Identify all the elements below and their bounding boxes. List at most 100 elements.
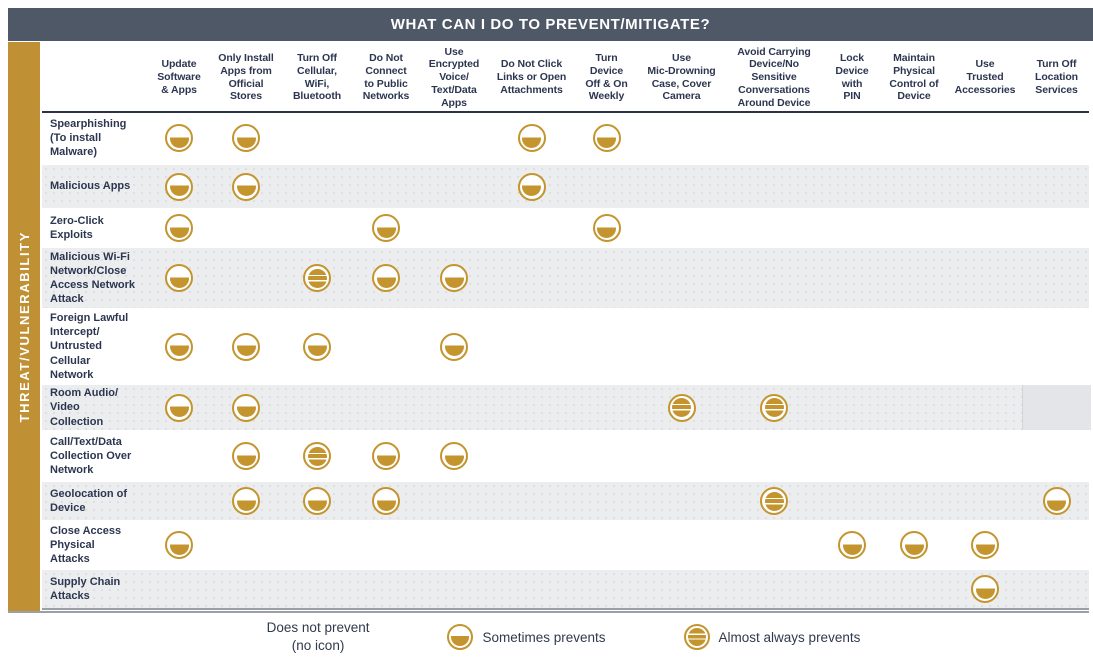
sometimes-prevents-icon [372,214,400,242]
matrix-cell [880,522,948,568]
matrix-cell [281,432,353,480]
sometimes-prevents-icon [165,393,193,422]
matrix-cell [824,432,880,480]
matrix-cell [489,165,574,208]
matrix-cell [353,432,419,480]
matrix-cell [211,432,281,480]
matrix-cell [489,432,574,480]
matrix-rows: Spearphishing (To install Malware) Malici… [42,113,1091,610]
matrix-cell [824,113,880,163]
matrix-cell [419,522,489,568]
sometimes-prevents-icon [971,575,999,603]
sometimes-prevents-icon [165,531,193,559]
sometimes-prevents-icon [900,531,928,559]
matrix-cell [281,522,353,568]
matrix-cell [489,482,574,520]
sometimes-prevents-icon [303,487,331,515]
row-label: Malicious Wi-Fi Network/Close Access Net… [50,250,135,306]
legend-item-sometimes-prevents: Sometimes prevents [447,624,606,651]
matrix-cell [639,570,724,608]
almost-always-prevents-icon [683,624,710,651]
matrix-cell [1022,522,1091,568]
matrix-cell [147,113,211,163]
matrix-cell [1022,248,1091,308]
matrix-cell [880,385,948,430]
matrix-cell [724,570,824,608]
sometimes-prevents-icon [1042,487,1071,515]
matrix-cell [574,482,639,520]
matrix-cell [574,165,639,208]
column-header: Do Not Click Links or Open Attachments [496,58,567,96]
matrix-cell [948,432,1022,480]
matrix-cell [574,210,639,246]
column-header: Update Software & Apps [157,58,201,96]
matrix-cell [147,482,211,520]
matrix-cell [1022,113,1091,163]
matrix-cell [824,522,880,568]
matrix-cell [639,113,724,163]
matrix-cell [419,310,489,383]
row-label: Supply Chain Attacks [50,575,121,602]
matrix-cell [281,570,353,608]
matrix-cell [948,210,1022,246]
matrix-cell [489,210,574,246]
matrix-cell [639,432,724,480]
matrix-cell [419,113,489,163]
table-row: Close Access Physical Attacks [42,520,1089,568]
matrix-cell [211,522,281,568]
row-label: Malicious Apps [50,180,131,193]
matrix-cell [639,522,724,568]
table-row: Geolocation of Device [42,480,1089,520]
row-label: Geolocation of Device [50,487,127,514]
sometimes-prevents-icon [232,172,260,201]
sometimes-prevents-icon [165,332,193,361]
matrix-cell [419,210,489,246]
matrix-cell [147,248,211,308]
column-header: Avoid Carrying Device/No Sensitive Conve… [737,45,811,109]
sometimes-prevents-icon [838,531,866,559]
sometimes-prevents-icon [165,264,193,292]
sometimes-prevents-icon [447,624,474,651]
legend-label-does-not-prevent: Does not prevent (no icon) [266,620,370,654]
matrix-cell [211,482,281,520]
row-label: Zero-Click Exploits [50,214,104,241]
table-row: Malicious Wi-Fi Network/Close Access Net… [42,246,1089,308]
matrix-cell [880,482,948,520]
sometimes-prevents-icon [592,214,621,242]
matrix-cell [880,113,948,163]
row-label: Close Access Physical Attacks [50,524,122,566]
matrix-cell [880,165,948,208]
row-label: Spearphishing (To install Malware) [50,117,127,159]
matrix-cell [948,522,1022,568]
sometimes-prevents-icon [517,172,546,201]
matrix-cell [353,113,419,163]
column-header: Use Encrypted Voice/ Text/Data Apps [428,45,480,109]
matrix-cell [419,248,489,308]
sometimes-prevents-icon [372,264,400,292]
matrix-cell [824,482,880,520]
matrix-cell [353,482,419,520]
table-row: Supply Chain Attacks [42,568,1089,608]
matrix-cell [724,522,824,568]
matrix-cell [147,310,211,383]
matrix-cell [489,113,574,163]
matrix-cell [353,248,419,308]
table-bottom-rule [8,611,1089,613]
matrix-cell [639,482,724,520]
matrix-cell [574,432,639,480]
matrix-cell [574,522,639,568]
sometimes-prevents-icon [165,172,193,201]
matrix-cell [724,432,824,480]
legend: Does not prevent (no icon) Sometimes prev… [0,619,1093,655]
matrix-cell [281,482,353,520]
matrix-cell [211,113,281,163]
matrix-cell [724,248,824,308]
matrix-cell [147,210,211,246]
matrix-cell [574,310,639,383]
matrix-cell [489,385,574,430]
legend-label-almost-always-prevents: Almost always prevents [718,629,861,645]
matrix-cell [724,113,824,163]
matrix-cell [489,522,574,568]
column-header-row: Update Software & Apps Only Install Apps … [42,42,1089,113]
